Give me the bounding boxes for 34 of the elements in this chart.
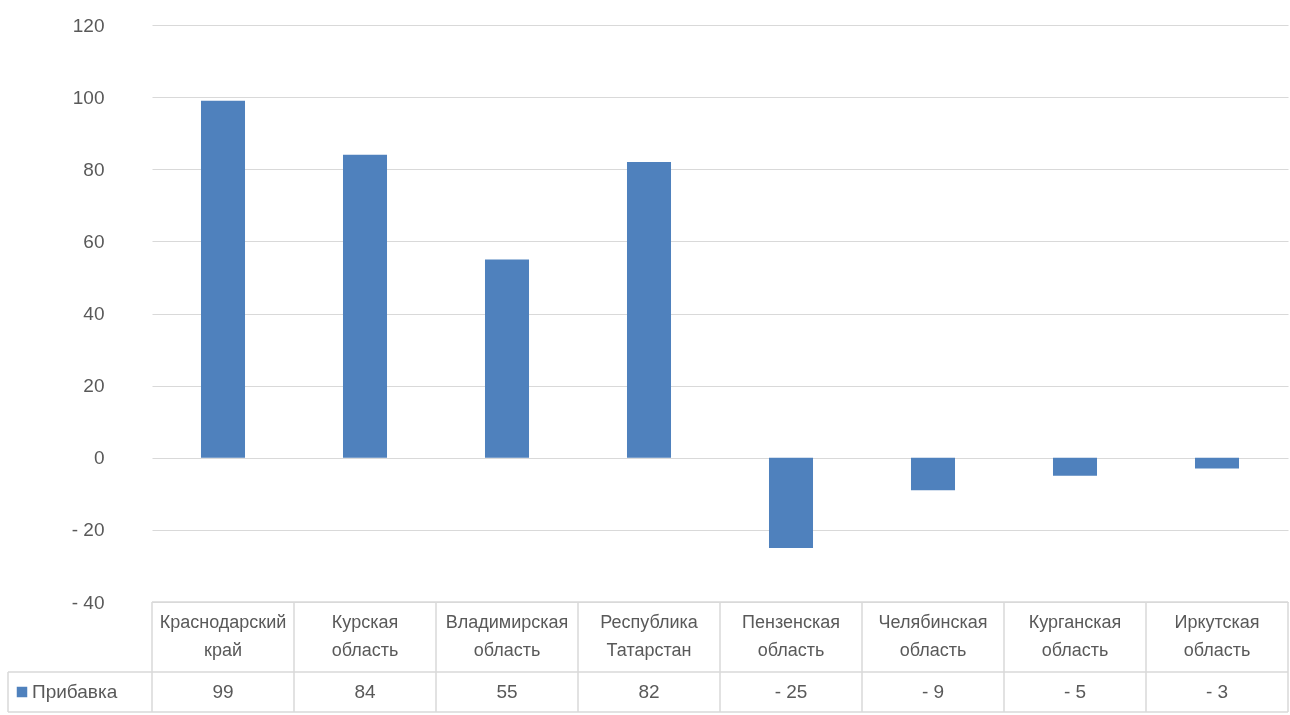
data-label: 82 [638, 681, 660, 702]
y-tick-label: 40 [83, 303, 105, 324]
bar [342, 154, 388, 458]
bar [910, 457, 956, 491]
bar [484, 259, 530, 458]
x-tick-label: Республика Татарстан [600, 612, 699, 660]
data-label: 55 [496, 681, 518, 702]
data-label: - 5 [1063, 681, 1087, 702]
data-label: - 3 [1205, 681, 1229, 702]
y-tick-label: 0 [93, 447, 105, 469]
y-tick-label: - 20 [71, 519, 105, 541]
x-tick-label: Иркутская область [1174, 612, 1260, 660]
data-label: 99 [212, 681, 234, 702]
data-label: - 25 [774, 681, 808, 702]
bar [1052, 457, 1098, 476]
x-tick-label: Краснодарский край [159, 612, 287, 660]
data-label: - 9 [921, 681, 945, 702]
y-tick-label: 60 [83, 230, 105, 252]
x-tick-label: Челябинская область [878, 612, 988, 660]
legend-label: Прибавка [32, 681, 118, 702]
bar [626, 162, 672, 458]
bar [768, 457, 814, 548]
x-tick-label: Курганская область [1028, 612, 1122, 660]
y-tick-label: 80 [83, 158, 105, 180]
x-tick-label: Курская область [331, 612, 399, 660]
bar [200, 100, 246, 458]
data-label: 84 [354, 681, 376, 702]
x-tick-label: Владимирская область [445, 612, 569, 660]
y-tick-label: 100 [72, 86, 105, 108]
y-tick-label: 120 [72, 14, 105, 36]
y-tick-label: - 40 [71, 591, 105, 613]
x-tick-label: Пензенская область [742, 612, 840, 660]
bar [1194, 457, 1240, 469]
y-tick-label: 20 [83, 375, 105, 397]
